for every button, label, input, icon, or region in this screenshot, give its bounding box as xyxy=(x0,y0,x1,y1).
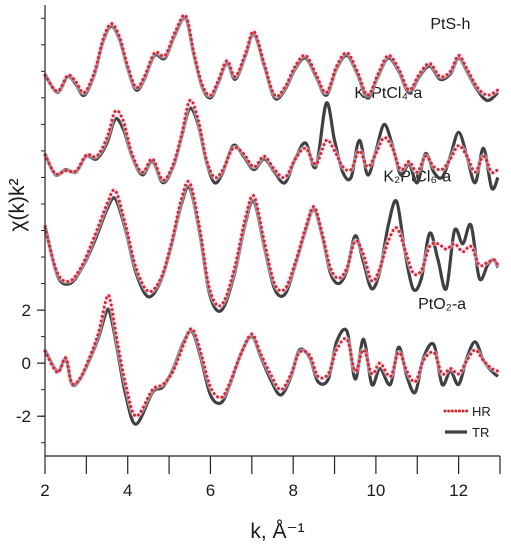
x-tick-label: 4 xyxy=(123,481,132,500)
series-4: PtS-h xyxy=(42,12,501,103)
y-axis-title: χ(k)k² xyxy=(6,178,29,231)
y-tick-label: 0 xyxy=(22,354,31,373)
legend-label: HR xyxy=(472,404,491,419)
series-2-hr-line xyxy=(43,179,500,308)
series-4-hr-line xyxy=(43,13,500,98)
series-4-label: PtS-h xyxy=(430,16,470,33)
y-tick-label: -2 xyxy=(16,407,31,426)
x-tick-label: 6 xyxy=(206,481,215,500)
x-tick-label: 10 xyxy=(366,481,385,500)
legend-item-hr: HR xyxy=(443,404,491,419)
axes: 2 4 6 8 10 12 -2 0 2 xyxy=(16,5,501,500)
x-tick-label: 2 xyxy=(40,481,49,500)
series-1-label: PtO₂-a xyxy=(418,296,466,313)
x-axis-title: k, Å⁻¹ xyxy=(250,520,304,543)
x-tick-label: 8 xyxy=(288,481,297,500)
legend: HR TR xyxy=(443,404,491,440)
y-tick-label: 2 xyxy=(22,301,31,320)
series-1-hr-line xyxy=(43,293,500,418)
series-1: PtO₂-a xyxy=(42,292,501,426)
series-2: K₂PtCl₆-a xyxy=(42,168,501,313)
series-3-hr-line xyxy=(43,98,500,182)
legend-label: TR xyxy=(472,425,489,440)
x-tick-label: 12 xyxy=(449,481,468,500)
legend-item-tr: TR xyxy=(445,425,489,440)
